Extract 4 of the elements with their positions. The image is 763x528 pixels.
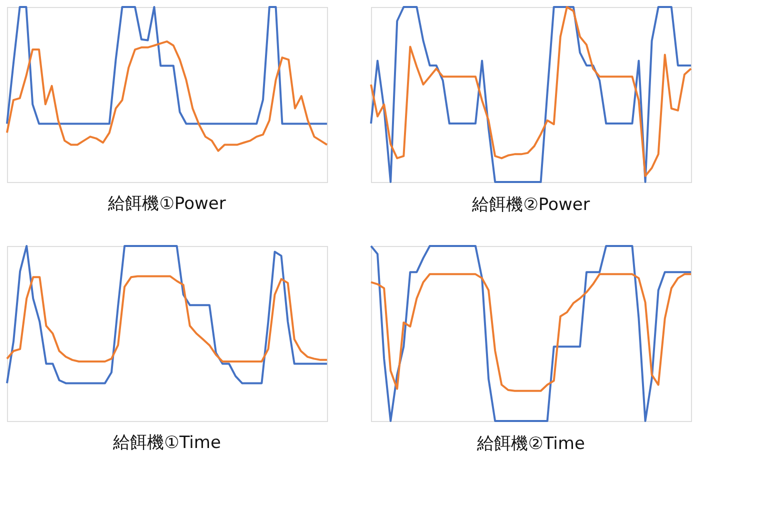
text: 給餌機②Time: [476, 434, 585, 454]
text: 給餌機①Time: [112, 433, 221, 453]
text: 給餌機②Power: [471, 195, 590, 215]
text: 給餌機①Power: [107, 194, 226, 214]
